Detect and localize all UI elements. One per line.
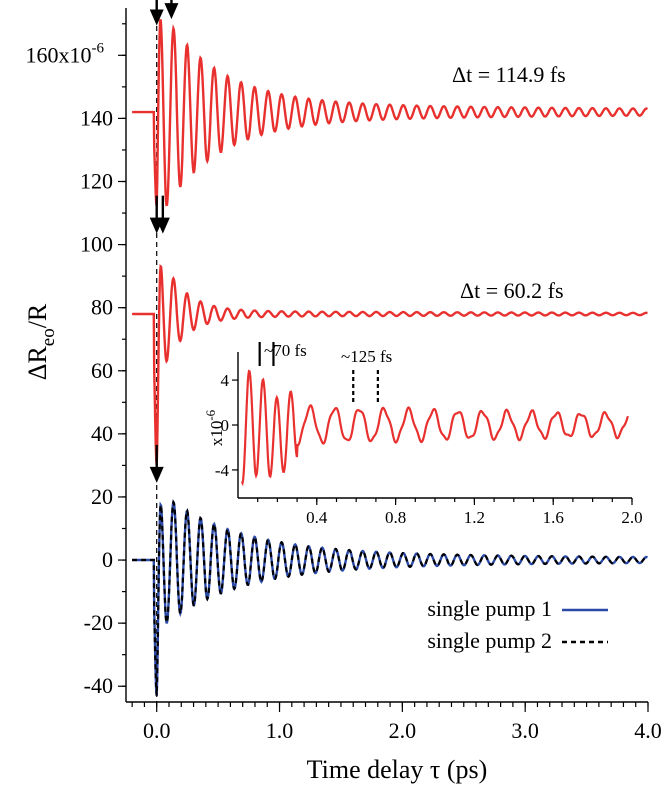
x-tick-label: 3.0 bbox=[511, 718, 539, 743]
inset-y-tick-label: -4 bbox=[215, 461, 230, 480]
y-axis-title-tail: /R bbox=[23, 303, 52, 328]
pump-arrow bbox=[164, 0, 179, 20]
x-tick-label: 1.0 bbox=[266, 718, 294, 743]
trace-sp2 bbox=[132, 499, 648, 696]
legend-label-single-pump-1: single pump 1 bbox=[427, 596, 552, 621]
y-tick-label: 20 bbox=[91, 484, 113, 509]
pump-arrow-head bbox=[149, 9, 164, 26]
y-tick-label: -40 bbox=[84, 673, 113, 698]
inset-y-ticks: -4 0 4 bbox=[215, 371, 238, 480]
y-top-label: 160x10-6 bbox=[26, 40, 105, 67]
inset-x-tick-label: 0.8 bbox=[385, 508, 406, 527]
y-ticks: -40 -20 0 20 40 60 80 100 120 140 bbox=[80, 23, 126, 698]
pump-arrow bbox=[155, 195, 170, 234]
trace-label-dt60: Δt = 60.2 fs bbox=[460, 278, 564, 303]
legend: single pump 1 single pump 2 bbox=[427, 596, 608, 653]
inset-annotation-70fs: ~70 fs bbox=[264, 341, 307, 360]
y-tick-label: 80 bbox=[91, 295, 113, 320]
pump-arrow bbox=[149, 0, 164, 26]
inset-period-markers bbox=[258, 342, 379, 404]
y-tick-label: 140 bbox=[80, 105, 113, 130]
inset-x-tick-label: 1.6 bbox=[543, 508, 564, 527]
pump-arrows bbox=[149, 0, 179, 483]
y-top-exponent: -6 bbox=[92, 40, 105, 56]
inset-x-tick-label: 1.2 bbox=[464, 508, 485, 527]
y-axis-title-sub: eo bbox=[38, 328, 59, 346]
inset-y-axis-exponent: -6 bbox=[203, 409, 218, 420]
pump-arrow-head bbox=[164, 3, 179, 20]
x-tick-label: 4.0 bbox=[634, 718, 662, 743]
legend-label-single-pump-2: single pump 2 bbox=[427, 628, 552, 653]
y-tick-label: 40 bbox=[91, 421, 113, 446]
inset-y-tick-label: 0 bbox=[221, 416, 230, 435]
pump-arrow-head bbox=[155, 217, 170, 234]
inset-trace bbox=[240, 369, 629, 487]
trace-label-dt114: Δt = 114.9 fs bbox=[452, 62, 566, 87]
x-tick-label: 0.0 bbox=[143, 718, 171, 743]
trace-dt114 bbox=[132, 19, 649, 207]
y-tick-label: 100 bbox=[80, 232, 113, 257]
y-tick-label: 0 bbox=[102, 547, 113, 572]
trace-sp1 bbox=[132, 499, 648, 696]
inset-x-tick-label: 2.0 bbox=[621, 508, 642, 527]
pump-arrow-head bbox=[149, 466, 164, 483]
trace-dt60 bbox=[132, 264, 648, 466]
inset-chart: -4 0 4 0.4 0.8 1.2 1.6 2.0 x10-6 ~70 fs ~125 f… bbox=[203, 341, 643, 527]
inset-y-axis-title: x10-6 bbox=[203, 409, 226, 446]
inset-x-ticks: 0.4 0.8 1.2 1.6 2.0 bbox=[257, 498, 643, 527]
inset-annotation-125fs: ~125 fs bbox=[341, 347, 392, 366]
y-axis-title: ΔReo/R bbox=[23, 303, 59, 380]
x-ticks: 0.0 1.0 2.0 3.0 4.0 bbox=[131, 702, 662, 743]
x-tick-label: 2.0 bbox=[389, 718, 417, 743]
y-tick-label: -20 bbox=[84, 610, 113, 635]
inset-x-tick-label: 0.4 bbox=[306, 508, 328, 527]
inset-y-tick-label: 4 bbox=[221, 371, 230, 390]
pump-arrow bbox=[149, 444, 164, 483]
y-tick-label: 60 bbox=[91, 358, 113, 383]
y-tick-label: 120 bbox=[80, 169, 113, 194]
traces bbox=[132, 19, 649, 696]
x-axis-title: Time delay τ (ps) bbox=[307, 755, 488, 784]
